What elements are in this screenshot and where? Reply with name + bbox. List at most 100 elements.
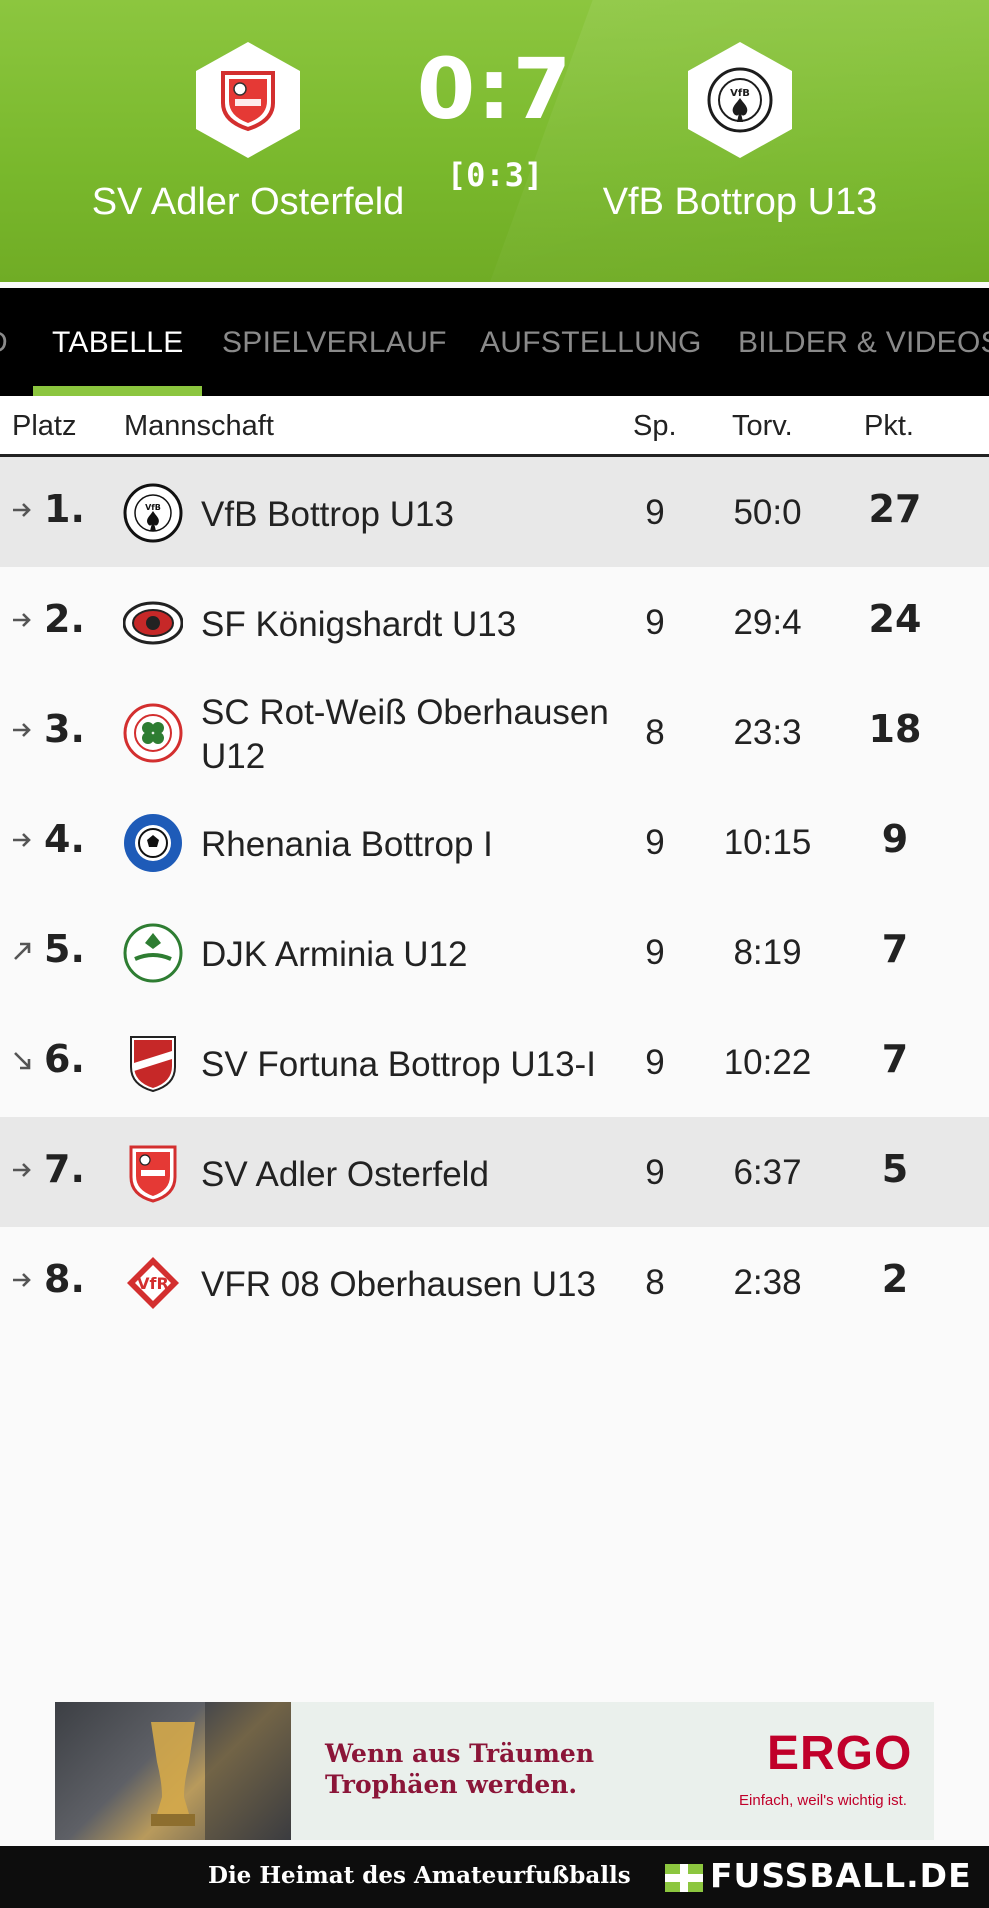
- header-mannschaft: Mannschaft: [124, 410, 274, 442]
- ad-slogan: Einfach, weil's wichtig ist.: [739, 1792, 907, 1809]
- ad-headline-line-2: Trophäen werden.: [325, 1770, 578, 1799]
- trend-right-icon: [13, 1163, 31, 1177]
- points: 7: [881, 927, 909, 971]
- away-team-name: VfB Bottrop U13: [602, 181, 878, 223]
- tab-aufstellung[interactable]: AUFSTELLUNG: [480, 326, 702, 359]
- team-name[interactable]: VfB Bottrop U13: [201, 495, 454, 534]
- tab-tabelle[interactable]: TABELLE: [52, 326, 184, 359]
- goal-ratio: 10:22: [723, 1043, 812, 1082]
- trend-up-icon: [14, 942, 31, 960]
- games-played: 9: [645, 603, 665, 642]
- vfb-bottrop-logo-icon: VfB: [123, 483, 183, 543]
- ad-headline-line-1: Wenn aus Träumen: [325, 1739, 595, 1768]
- rank: 5.: [44, 927, 85, 971]
- home-team-name: SV Adler Osterfeld: [91, 181, 405, 223]
- table-row[interactable]: 3. SC Rot-Weiß Oberhausen U12 8 23:3 18: [0, 677, 989, 787]
- rank: 1.: [44, 487, 85, 531]
- tab-previous[interactable]: D: [0, 326, 8, 360]
- ad-trophy-image: [55, 1702, 291, 1840]
- rank: 3.: [44, 707, 85, 751]
- points: 9: [881, 817, 909, 861]
- goal-ratio: 2:38: [733, 1263, 802, 1302]
- header-platz: Platz: [12, 410, 77, 442]
- rhenania-bottrop-logo-icon: [124, 814, 182, 872]
- rot-weiss-oberhausen-logo-icon: [123, 703, 183, 763]
- goal-ratio: 50:0: [733, 493, 802, 532]
- fussball-flag-icon: [665, 1864, 703, 1892]
- rank: 7.: [44, 1147, 85, 1191]
- fussball-de-logo[interactable]: FUSSBALL.DE: [710, 1856, 972, 1895]
- rank: 2.: [44, 597, 85, 641]
- team-name[interactable]: SV Adler Osterfeld: [201, 1155, 489, 1194]
- tab-bar: D TABELLE SPIELVERLAUF AUFSTELLUNG BILDE…: [0, 288, 989, 396]
- points: 2: [881, 1257, 909, 1301]
- goal-ratio: 10:15: [723, 823, 812, 862]
- sf-koenigshardt-logo-icon: [123, 601, 183, 645]
- header-spiele: Sp.: [633, 410, 677, 442]
- footer-bar: Die Heimat des Amateurfußballs FUSSBALL.…: [0, 1846, 989, 1908]
- team-name[interactable]: SV Fortuna Bottrop U13-I: [201, 1045, 596, 1084]
- points: 24: [868, 597, 922, 641]
- trend-right-icon: [13, 503, 31, 517]
- tab-spielverlauf[interactable]: SPIELVERLAUF: [222, 326, 447, 359]
- sv-adler-crest-icon: [221, 71, 275, 132]
- goal-ratio: 8:19: [733, 933, 802, 972]
- table-row[interactable]: 6. SV Fortuna Bottrop U13-I 9 10:22 7: [0, 1007, 989, 1117]
- games-played: 9: [645, 933, 665, 972]
- points: 5: [881, 1147, 909, 1191]
- goal-ratio: 29:4: [733, 603, 802, 642]
- sv-fortuna-logo-icon: [130, 1036, 176, 1093]
- rank: 8.: [44, 1257, 85, 1301]
- team-name[interactable]: SC Rot-Weiß Oberhausen U12: [201, 693, 609, 776]
- match-header: SV Adler Osterfeld 0:7 [0:3] VfB VfB Bot…: [0, 0, 989, 282]
- vfr-08-logo-icon: VfR: [127, 1257, 179, 1309]
- away-team-logo: VfB: [688, 42, 792, 158]
- ergo-logo: ERGO: [767, 1727, 913, 1780]
- svg-text:VfB: VfB: [145, 503, 161, 512]
- away-team[interactable]: VfB VfB Bottrop U13: [570, 42, 910, 227]
- games-played: 9: [645, 1043, 665, 1082]
- table-row[interactable]: 7. SV Adler Osterfeld 9 6:37 5: [0, 1117, 989, 1227]
- games-played: 8: [645, 713, 665, 752]
- table-row[interactable]: 4. Rhenania Bottrop I 9 10:15 9: [0, 787, 989, 897]
- home-team[interactable]: SV Adler Osterfeld: [78, 42, 418, 227]
- footer-tagline: Die Heimat des Amateurfußballs: [208, 1862, 631, 1889]
- tab-bilder-videos[interactable]: BILDER & VIDEOS: [738, 326, 989, 359]
- ad-headline: Wenn aus Träumen Trophäen werden.: [325, 1738, 594, 1800]
- home-team-logo: [196, 42, 300, 158]
- games-played: 8: [645, 1263, 665, 1302]
- team-name[interactable]: DJK Arminia U12: [201, 935, 468, 974]
- svg-text:VfB: VfB: [730, 88, 750, 99]
- trophy-icon: [151, 1702, 291, 1840]
- points: 18: [868, 707, 922, 751]
- team-name[interactable]: SF Königshardt U13: [201, 605, 517, 644]
- games-played: 9: [645, 823, 665, 862]
- trend-right-icon: [13, 833, 31, 847]
- active-tab-indicator: [33, 386, 202, 396]
- trend-right-icon: [13, 613, 31, 627]
- trend-down-icon: [14, 1052, 31, 1070]
- ad-banner[interactable]: Wenn aus Träumen Trophäen werden. ERGO E…: [55, 1702, 934, 1840]
- header-punkte: Pkt.: [864, 410, 914, 442]
- goal-ratio: 23:3: [733, 713, 802, 752]
- goal-ratio: 6:37: [733, 1153, 802, 1192]
- rank: 6.: [44, 1037, 85, 1081]
- halftime-score: [0:3]: [446, 156, 544, 194]
- table-row[interactable]: 8. VfR VFR 08 Oberhausen U13 8 2:38 2: [0, 1227, 989, 1337]
- trend-right-icon: [13, 723, 31, 737]
- rank: 4.: [44, 817, 85, 861]
- vfb-bottrop-crest-icon: VfB: [707, 67, 773, 133]
- header-torverhaeltnis: Torv.: [732, 410, 793, 442]
- games-played: 9: [645, 1153, 665, 1192]
- team-name[interactable]: Rhenania Bottrop I: [201, 825, 493, 864]
- table-row[interactable]: 2. SF Königshardt U13 9 29:4 24: [0, 567, 989, 677]
- points: 7: [881, 1037, 909, 1081]
- team-name[interactable]: VFR 08 Oberhausen U13: [201, 1265, 596, 1304]
- table-row[interactable]: 5. DJK Arminia U12 9 8:19 7: [0, 897, 989, 1007]
- trend-right-icon: [13, 1273, 31, 1287]
- games-played: 9: [645, 493, 665, 532]
- points: 27: [868, 487, 922, 531]
- table-row[interactable]: 1. VfB VfB Bottrop U13 9 50:0 27: [0, 457, 989, 567]
- sv-adler-logo-icon: [129, 1145, 177, 1203]
- match-score: 0:7: [416, 40, 574, 138]
